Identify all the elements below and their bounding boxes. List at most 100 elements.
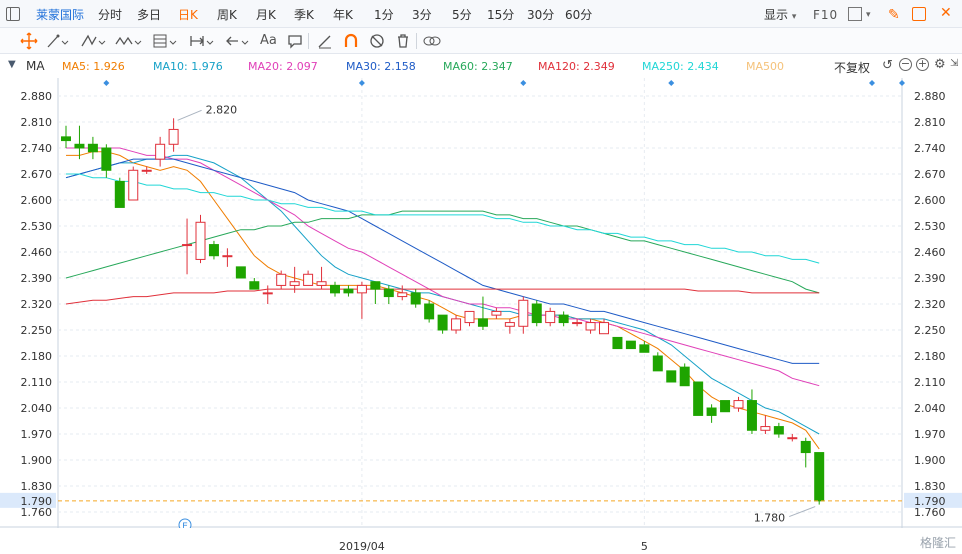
candle-body	[464, 310, 475, 324]
candle-body	[397, 292, 408, 298]
collapse-icon[interactable]: ▼	[8, 59, 16, 70]
current-price-label-left: 1.790	[21, 495, 53, 508]
candle	[74, 125, 85, 160]
ma5-line	[66, 151, 820, 450]
fuquan-dropdown[interactable]: 不复权	[832, 59, 873, 76]
period-tab-1min[interactable]: 1分	[374, 8, 394, 22]
period-tab-30min[interactable]: 30分	[527, 8, 555, 22]
period-tab-monthly[interactable]: 月K	[256, 8, 276, 22]
zoom-out-icon[interactable]: −	[899, 57, 912, 71]
candle	[679, 363, 690, 387]
candle	[195, 214, 206, 264]
x-date-label: 5	[640, 540, 648, 553]
arrow-tool-icon[interactable]	[224, 32, 252, 50]
candle-body	[531, 303, 542, 324]
zoom-in-icon[interactable]: +	[916, 57, 929, 71]
event-marker-icon	[899, 80, 905, 86]
candle-body	[599, 322, 609, 335]
candle	[693, 381, 704, 416]
y-tick-label: 2.390	[21, 272, 53, 285]
candle-body	[168, 128, 179, 145]
period-tab-daily[interactable]: 日K	[178, 8, 198, 22]
y-tick-label: 2.040	[21, 402, 53, 415]
candle	[612, 336, 623, 350]
candle	[599, 318, 609, 335]
candle	[383, 285, 394, 304]
trash-icon[interactable]	[394, 32, 412, 50]
indicator-label[interactable]: MA	[26, 59, 45, 73]
ma250-line	[66, 173, 820, 264]
expand-icon[interactable]: ⇲	[950, 58, 959, 69]
period-tab-15min[interactable]: 15分	[487, 8, 515, 22]
candle-body	[128, 169, 139, 201]
candle	[249, 278, 260, 290]
y-tick-label: 2.320	[21, 298, 53, 311]
y-tick-label: 1.830	[21, 480, 53, 493]
link-icon[interactable]	[422, 32, 442, 50]
indicator-bar: ▼ MA MA5: 1.926 MA10: 1.976 MA20: 2.097 …	[0, 56, 962, 78]
candle-body	[666, 370, 677, 383]
display-dropdown[interactable]: 显示 ▾	[764, 7, 796, 23]
checkbox-icon[interactable]	[848, 7, 862, 21]
candle-body	[504, 322, 515, 327]
y-tick-label: 2.040	[914, 402, 946, 415]
period-tab-3min[interactable]: 3分	[412, 8, 432, 22]
sidebar-toggle-icon[interactable]	[6, 7, 20, 21]
period-tab-intraday[interactable]: 分时	[98, 8, 123, 22]
crosshair-icon[interactable]	[20, 32, 38, 50]
ma5-value: MA5: 1.926	[62, 60, 125, 73]
candle	[114, 177, 125, 208]
comment-tool-icon[interactable]	[286, 32, 304, 50]
y-tick-label: 2.810	[914, 116, 946, 129]
candle-body	[652, 355, 663, 372]
candle-body	[235, 266, 246, 279]
candle-body	[451, 318, 462, 331]
fib-tool-icon[interactable]	[152, 32, 180, 50]
candle	[545, 307, 556, 327]
candle-body	[289, 281, 300, 286]
y-tick-label: 2.110	[914, 376, 946, 389]
magnet-icon[interactable]	[342, 32, 360, 50]
line-tool-icon[interactable]	[46, 32, 70, 50]
y-tick-label: 2.460	[914, 246, 946, 259]
y-tick-label: 1.970	[21, 428, 53, 441]
current-price-label-right: 1.790	[914, 495, 946, 508]
period-tab-multiday[interactable]: 多日	[137, 8, 162, 22]
hide-drawings-icon[interactable]	[368, 32, 386, 50]
text-tool-icon[interactable]: Aa	[260, 33, 277, 48]
y-tick-label: 2.810	[21, 116, 53, 129]
chevron-down-icon[interactable]: ▾	[866, 10, 871, 20]
maximize-icon[interactable]	[912, 7, 926, 21]
candle-body	[720, 400, 731, 413]
candle	[370, 281, 381, 304]
pen-tool-icon[interactable]	[316, 32, 334, 50]
y-tick-label: 2.320	[914, 298, 946, 311]
candle-body	[679, 366, 690, 387]
channel-tool-icon[interactable]	[80, 32, 106, 50]
candle-body	[141, 169, 152, 172]
candle-body	[572, 322, 583, 325]
wave-tool-icon[interactable]	[114, 32, 142, 50]
period-tab-yearly[interactable]: 年K	[333, 8, 353, 22]
settings-icon[interactable]: ⚙	[934, 57, 946, 72]
candle	[330, 281, 340, 297]
candle	[666, 370, 677, 383]
display-label: 显示	[764, 8, 789, 22]
ma500-value: MA500	[746, 60, 785, 73]
period-tab-weekly[interactable]: 周K	[217, 8, 237, 22]
close-icon[interactable]: ✕	[940, 5, 952, 21]
pencil-icon[interactable]: ✎	[888, 7, 900, 23]
period-tab-60min[interactable]: 60分	[565, 8, 593, 22]
candle-body	[101, 147, 112, 171]
f10-button[interactable]: F10	[813, 8, 839, 22]
candle	[397, 285, 408, 301]
candle-body	[437, 314, 448, 331]
period-tab-quarterly[interactable]: 季K	[294, 8, 314, 22]
ma250-value: MA250: 2.434	[642, 60, 719, 73]
undo-icon[interactable]: ↺	[882, 58, 893, 73]
range-tool-icon[interactable]	[188, 32, 216, 50]
candle-body	[330, 284, 340, 294]
stock-name: 莱蒙国际	[36, 8, 85, 22]
kline-chart[interactable]: E 2.880 2.810 2.740 2.670 2.600 2.530 2.460 2.3…	[0, 78, 962, 528]
period-tab-5min[interactable]: 5分	[452, 8, 472, 22]
